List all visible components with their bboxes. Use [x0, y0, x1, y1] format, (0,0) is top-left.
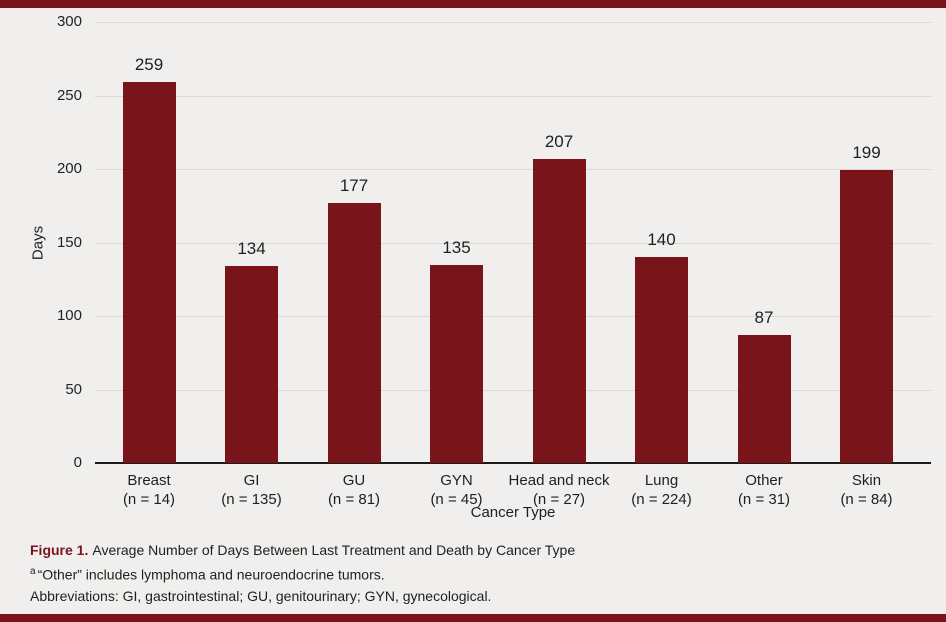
bar-value-label: 207	[544, 132, 574, 151]
category-n-count: (n = 224)	[631, 491, 692, 508]
figure-footnote: a “Other” includes lymphoma and neuroendo…	[30, 561, 920, 586]
y-tick-label: 200	[56, 160, 82, 177]
bar-lung	[635, 257, 688, 463]
category-n-count: (n = 31)	[737, 491, 791, 508]
footnote-marker: a	[30, 566, 36, 577]
category-n-count: (n = 45)	[430, 491, 483, 508]
category-n-count: (n = 84)	[840, 491, 893, 508]
x-tick-label: Head and neck (n = 27)	[501, 471, 617, 509]
x-tick-label: Skin (n = 84)	[809, 471, 925, 509]
category-name: Skin	[851, 472, 882, 489]
x-tick-label: Breast (n = 14)	[91, 471, 207, 509]
x-axis-line	[95, 462, 931, 464]
category-n-count: (n = 14)	[122, 491, 176, 508]
bar-gyn	[430, 265, 483, 463]
gridline	[95, 22, 931, 23]
bar-value-label: 135	[442, 238, 471, 257]
x-axis-title: Cancer Type	[470, 504, 556, 521]
bar-gu	[327, 203, 381, 463]
category-name: GYN	[440, 472, 473, 489]
y-tick-label: 0	[73, 454, 82, 471]
bar-value-label: 259	[134, 55, 164, 74]
y-tick-label: 50	[65, 380, 82, 398]
x-tick-label: GI (n = 135)	[194, 471, 310, 509]
bar-value-label: 134	[237, 239, 266, 258]
y-tick-label: 150	[56, 233, 82, 251]
gridline	[95, 242, 931, 244]
caption-title-line: Figure 1. Average Number of Days Between …	[30, 540, 920, 561]
x-tick-label: GU (n = 81)	[296, 471, 412, 509]
figure-title-text: Average Number of Days Between Last Trea…	[92, 542, 576, 558]
category-n-count: (n = 81)	[327, 491, 381, 508]
top-accent-bar	[0, 0, 946, 8]
y-tick-label: 250	[56, 86, 82, 104]
y-tick-label: 100	[56, 307, 82, 324]
figure-caption: Figure 1. Average Number of Days Between …	[30, 540, 920, 607]
bar-head-and-neck	[532, 159, 586, 463]
bar-value-label: 87	[754, 308, 774, 327]
bar-skin	[840, 170, 893, 463]
abbreviations-line: Abbreviations: GI, gastrointestinal; GU,…	[30, 587, 492, 604]
gridline	[95, 169, 931, 170]
category-name: Lung	[644, 472, 679, 489]
gridline	[95, 95, 931, 97]
bottom-accent-bar	[0, 614, 946, 622]
category-name: Head and neck	[508, 472, 610, 489]
x-tick-label: Lung (n = 224)	[604, 471, 720, 509]
bar-gi	[225, 266, 278, 463]
x-tick-label: Other (n = 31)	[706, 471, 822, 509]
gridline	[95, 389, 931, 391]
category-name: GI	[243, 472, 260, 489]
footnote-text: “Other” includes lymphoma and neuroendoc…	[37, 566, 385, 583]
bar-value-label: 140	[647, 230, 676, 249]
y-tick-label: 300	[56, 13, 82, 30]
bar-breast	[122, 82, 176, 463]
category-name: Other	[745, 472, 783, 489]
bar-other	[737, 335, 791, 463]
category-name: Breast	[127, 472, 171, 489]
category-name: GU	[342, 472, 366, 489]
gridline	[95, 316, 931, 317]
figure-number-label: Figure 1.	[30, 542, 89, 558]
bar-value-label: 199	[852, 143, 881, 162]
category-n-count: (n = 135)	[221, 491, 282, 508]
x-tick-label: GYN (n = 45)	[399, 471, 515, 509]
bar-value-label: 177	[339, 176, 369, 195]
category-n-count: (n = 27)	[532, 491, 586, 508]
